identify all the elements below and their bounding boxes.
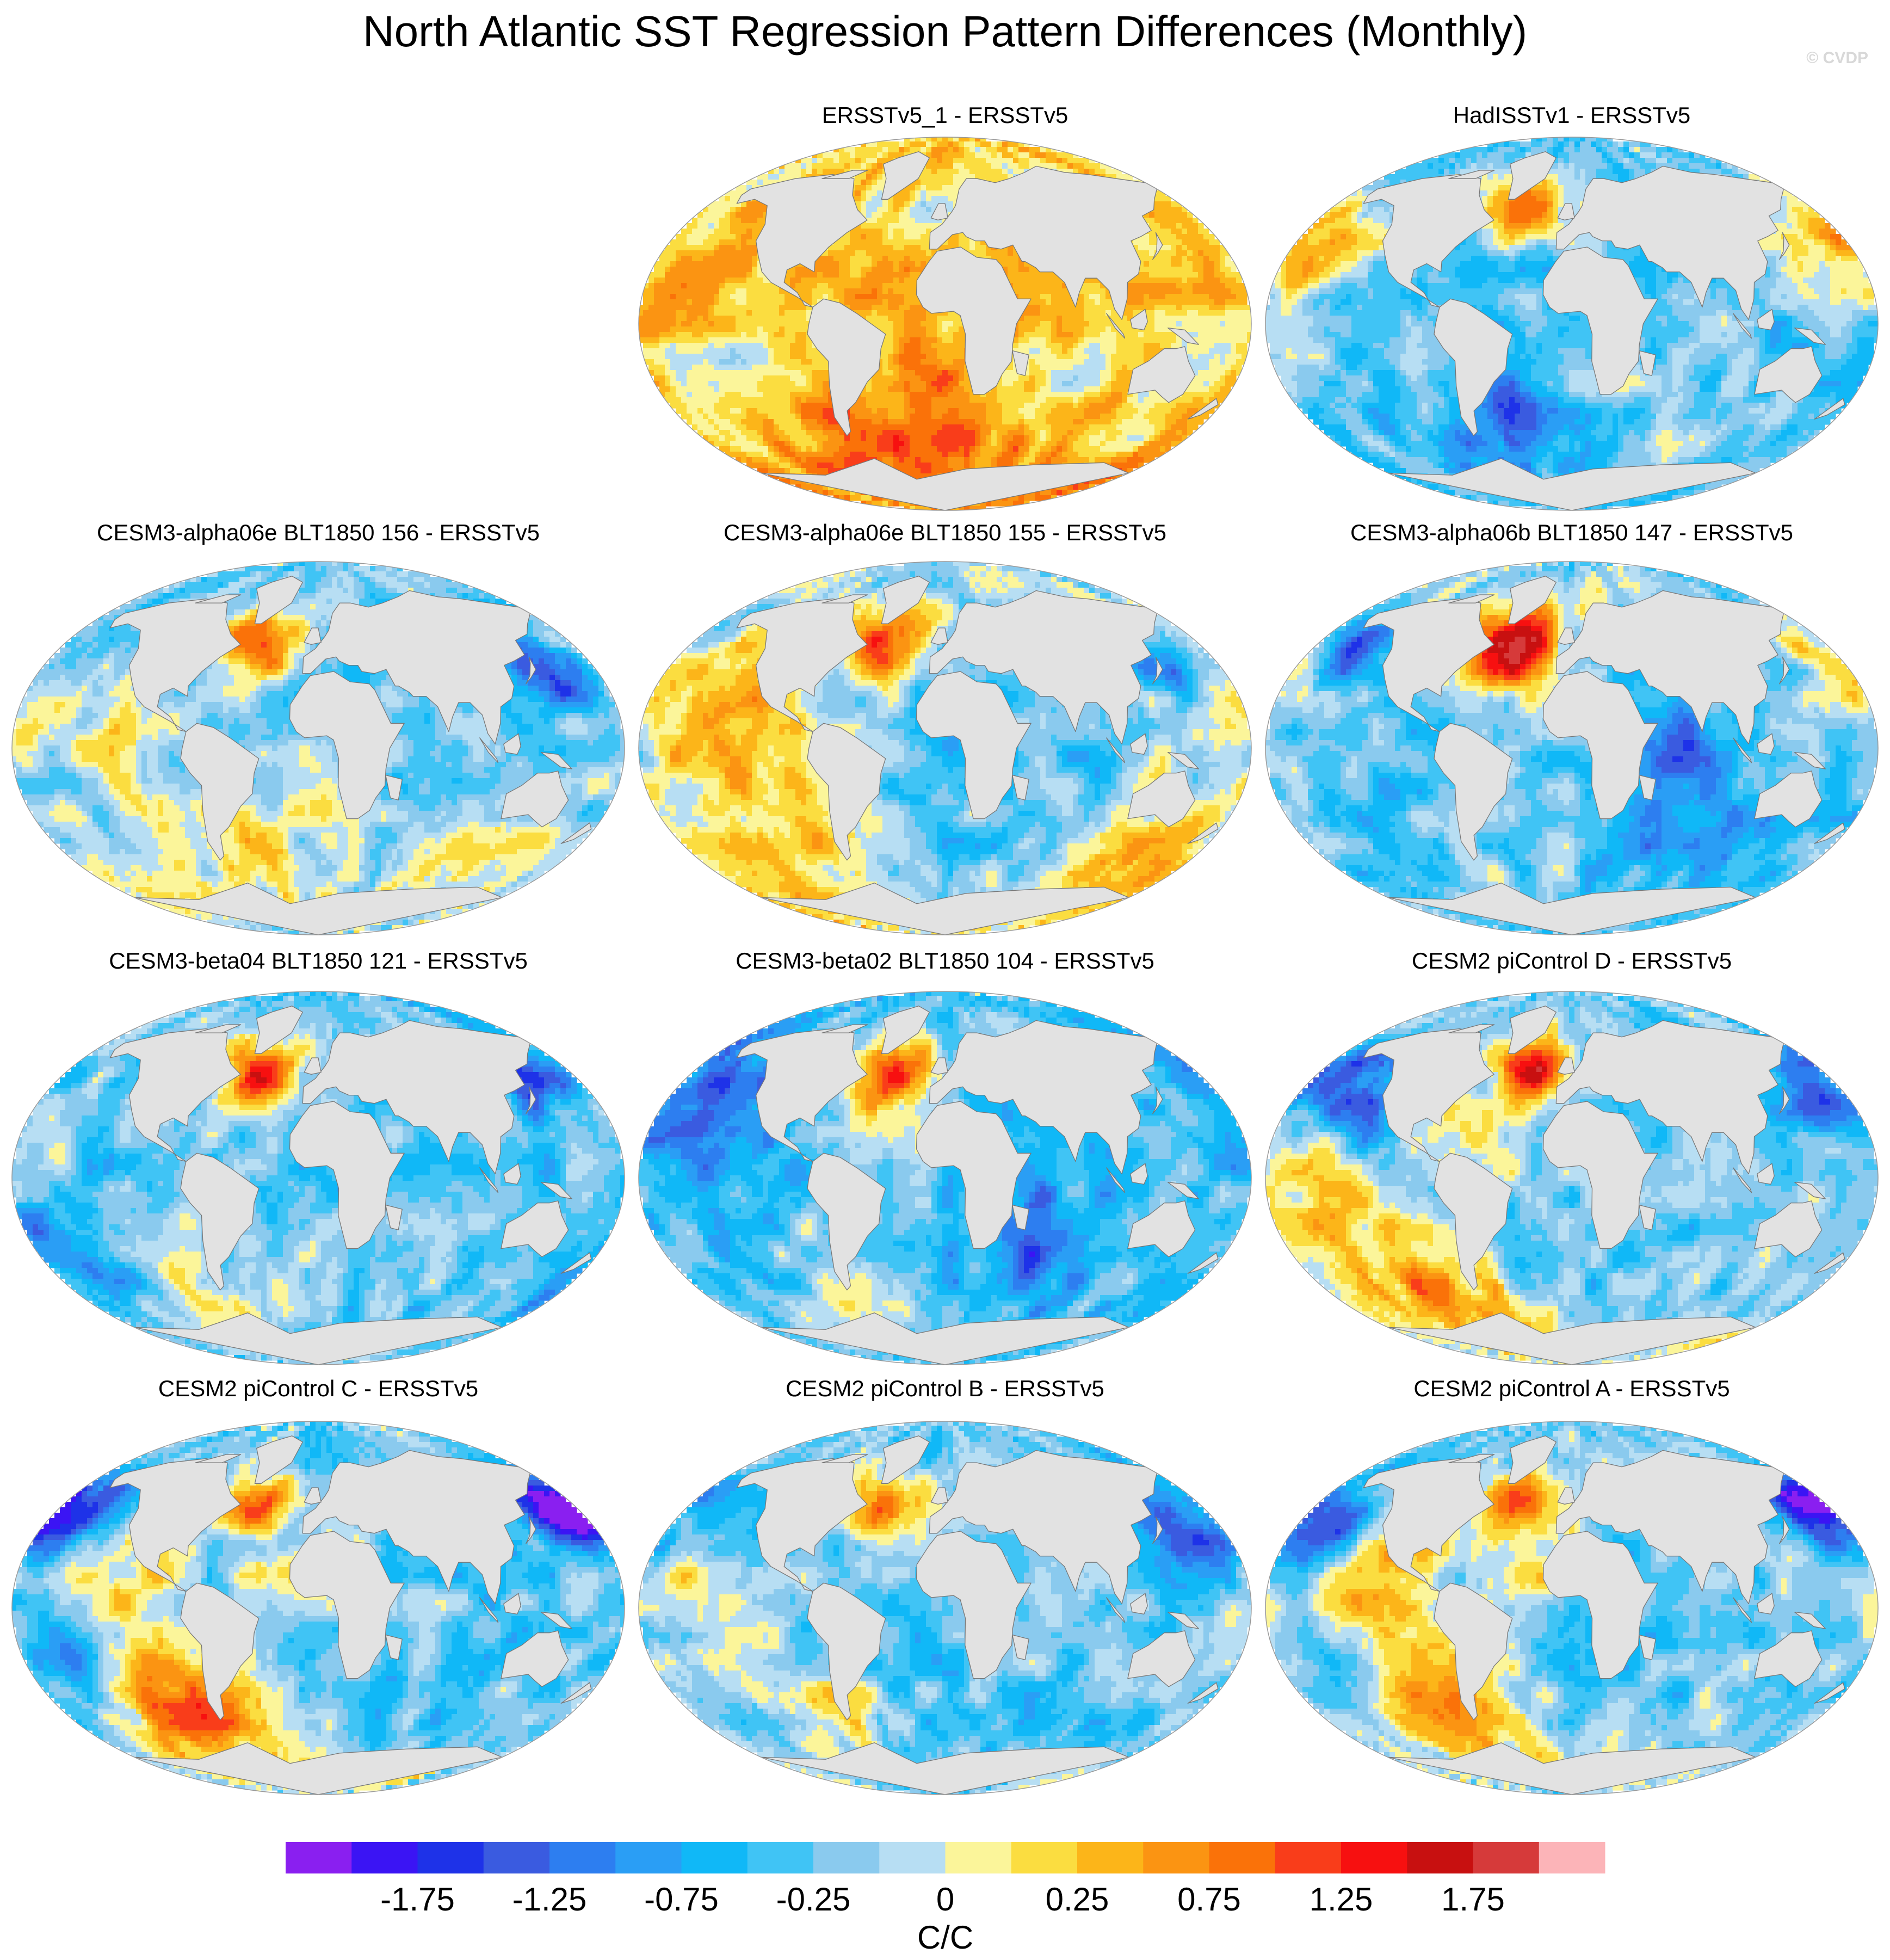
colorbar-tick-label: 1.25 (1310, 1881, 1373, 1918)
colorbar-tick-label: 0.25 (1046, 1881, 1109, 1918)
sst-field (11, 560, 626, 936)
map-panel (638, 136, 1252, 511)
colorbar-swatch (484, 1842, 550, 1873)
sst-field (1264, 1420, 1879, 1796)
map-panel (638, 1420, 1252, 1796)
colorbar-swatch (1539, 1842, 1605, 1873)
sst-field (638, 990, 1252, 1366)
colorbar-tick-label: 1.75 (1441, 1881, 1505, 1918)
figure-title: North Atlantic SST Regression Pattern Di… (0, 7, 1890, 57)
colorbar-swatch (879, 1842, 946, 1873)
colorbar-swatch (946, 1842, 1012, 1873)
sst-field (638, 1420, 1252, 1796)
sst-field (1264, 560, 1879, 936)
colorbar-swatch (549, 1842, 616, 1873)
colorbar-swatch (682, 1842, 748, 1873)
panel-title: ERSSTv5_1 - ERSSTv5 (635, 102, 1255, 128)
map-panel (1264, 990, 1879, 1366)
map-panel (1264, 560, 1879, 936)
map-panel (1264, 136, 1879, 511)
panel-title: CESM2 piControl D - ERSSTv5 (1262, 948, 1882, 974)
panel-title: CESM3-beta02 BLT1850 104 - ERSSTv5 (635, 948, 1255, 974)
colorbar-swatch (1143, 1842, 1209, 1873)
colorbar-swatch (813, 1842, 880, 1873)
colorbar-swatch (1473, 1842, 1540, 1873)
panel-title: CESM2 piControl B - ERSSTv5 (635, 1376, 1255, 1402)
sst-field (1264, 136, 1879, 511)
colorbar-swatch (351, 1842, 418, 1873)
colorbar-swatch (1209, 1842, 1276, 1873)
colorbar-tick-label: 0 (936, 1881, 954, 1918)
colorbar-swatch (1407, 1842, 1473, 1873)
sst-field (1264, 990, 1879, 1366)
panel-title: CESM2 piControl A - ERSSTv5 (1262, 1376, 1882, 1402)
map-panel (638, 560, 1252, 936)
map-panel (11, 1420, 626, 1796)
panel-title: CESM2 piControl C - ERSSTv5 (8, 1376, 628, 1402)
map-panel (11, 990, 626, 1366)
panel-title: CESM3-alpha06e BLT1850 156 - ERSSTv5 (8, 520, 628, 546)
colorbar-swatch (1011, 1842, 1078, 1873)
colorbar-swatch (418, 1842, 484, 1873)
map-panel (638, 990, 1252, 1366)
panel-title: HadISSTv1 - ERSSTv5 (1262, 102, 1882, 128)
colorbar-swatch (286, 1842, 352, 1873)
colorbar-swatch (1341, 1842, 1407, 1873)
panel-title: CESM3-alpha06e BLT1850 155 - ERSSTv5 (635, 520, 1255, 546)
colorbar-tick-label: -1.25 (512, 1881, 587, 1918)
colorbar-units-label: C/C (917, 1919, 973, 1956)
cvdp-watermark: © CVDP (1806, 49, 1868, 67)
panel-title: CESM3-alpha06b BLT1850 147 - ERSSTv5 (1262, 520, 1882, 546)
map-panel (1264, 1420, 1879, 1796)
map-panel (11, 560, 626, 936)
colorbar-swatch (1077, 1842, 1144, 1873)
colorbar-swatch (1275, 1842, 1342, 1873)
sst-field (11, 990, 626, 1366)
sst-field (638, 136, 1252, 511)
colorbar-tick-label: -0.75 (644, 1881, 719, 1918)
colorbar-tick-label: -0.25 (776, 1881, 851, 1918)
colorbar-swatch (748, 1842, 814, 1873)
sst-field (11, 1420, 626, 1796)
sst-field (638, 560, 1252, 936)
panel-title: CESM3-beta04 BLT1850 121 - ERSSTv5 (8, 948, 628, 974)
colorbar-tick-label: 0.75 (1177, 1881, 1241, 1918)
colorbar-tick-label: -1.75 (380, 1881, 455, 1918)
colorbar-swatch (615, 1842, 682, 1873)
